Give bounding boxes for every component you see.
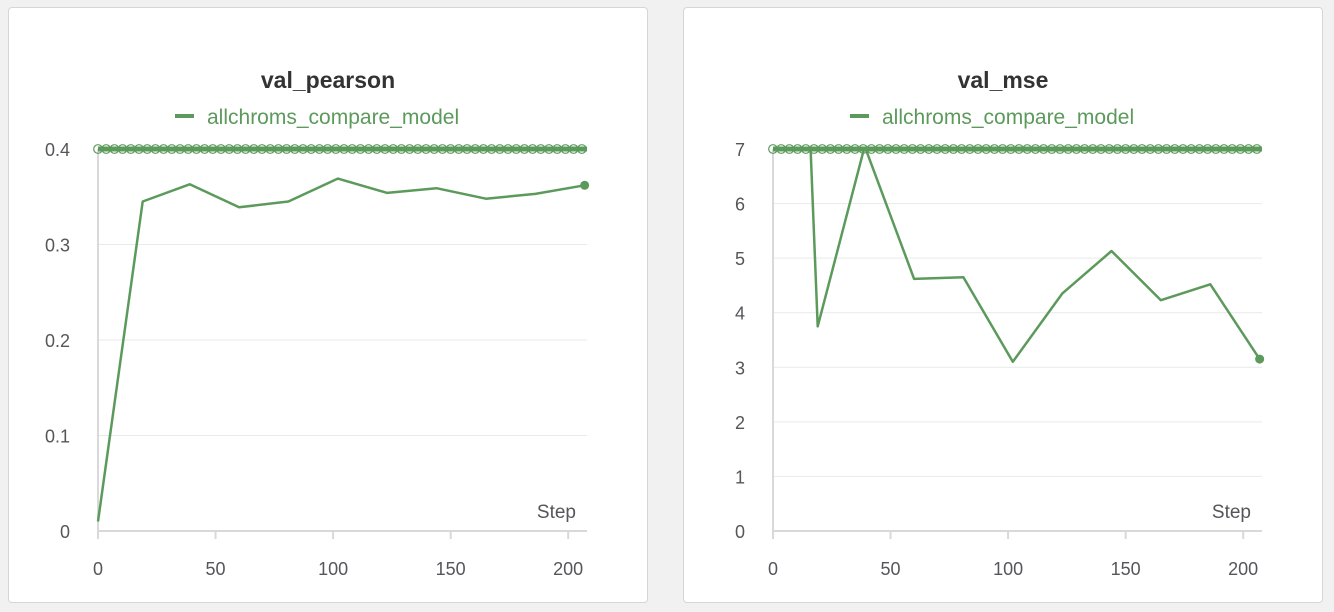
series-group [96,177,590,522]
chart-svg: val_mse allchroms_compare_model 0 1 2 3 4 5 6 7 0 5… [735,67,1265,579]
series-group [809,146,1265,364]
y-tick-label: 0 [735,522,745,542]
x-tick-label: 100 [318,559,348,579]
top-band-marker [1251,144,1262,154]
series-endpoint[interactable] [580,180,590,190]
x-tick-label: 50 [881,559,901,579]
y-tick-label: 0 [60,522,70,542]
x-axis-label: Step [537,502,576,523]
legend[interactable]: allchroms_compare_model [850,106,1134,129]
chart-panel-val-mse[interactable]: val_mse allchroms_compare_model 0 1 2 3 4 5 6 7 0 5… [683,7,1323,603]
x-tick-label: 0 [93,559,103,579]
y-tick-label: 0.2 [45,331,70,351]
x-tick-label: 150 [436,559,466,579]
chart-title: val_mse [958,67,1049,93]
x-axis-label: Step [1212,502,1251,523]
x-tick-label: 150 [1111,559,1141,579]
series-line[interactable] [809,146,1261,364]
legend-label: allchroms_compare_model [207,106,459,129]
x-tick-label: 200 [553,559,583,579]
x-tick-label: 50 [206,559,226,579]
series-endpoint[interactable] [1255,354,1265,364]
x-tick-label: 100 [993,559,1023,579]
x-tick-label: 200 [1228,559,1258,579]
y-tick-label: 0.4 [45,140,70,160]
y-tick-label: 7 [735,140,745,160]
series-line[interactable] [96,177,585,522]
chart-panel-val-pearson[interactable]: val_pearson allchroms_compare_model 0 0.1 0.… [8,7,648,603]
y-tick-label: 6 [735,195,745,215]
x-tick-label: 0 [768,559,778,579]
top-band-marker [576,144,587,154]
y-tick-label: 0.1 [45,427,70,447]
legend-label: allchroms_compare_model [882,106,1134,129]
y-tick-label: 4 [735,304,745,324]
y-tick-label: 0.3 [45,236,70,256]
legend[interactable]: allchroms_compare_model [175,106,459,129]
top-marker-band [93,144,587,154]
y-tick-label: 5 [735,249,745,269]
chart-svg: val_pearson allchroms_compare_model 0 0.1 0.… [45,67,590,579]
chart-title: val_pearson [261,67,395,93]
y-tick-label: 2 [735,413,745,433]
top-marker-band [768,144,1262,154]
y-tick-label: 3 [735,358,745,378]
y-tick-label: 1 [735,467,745,487]
